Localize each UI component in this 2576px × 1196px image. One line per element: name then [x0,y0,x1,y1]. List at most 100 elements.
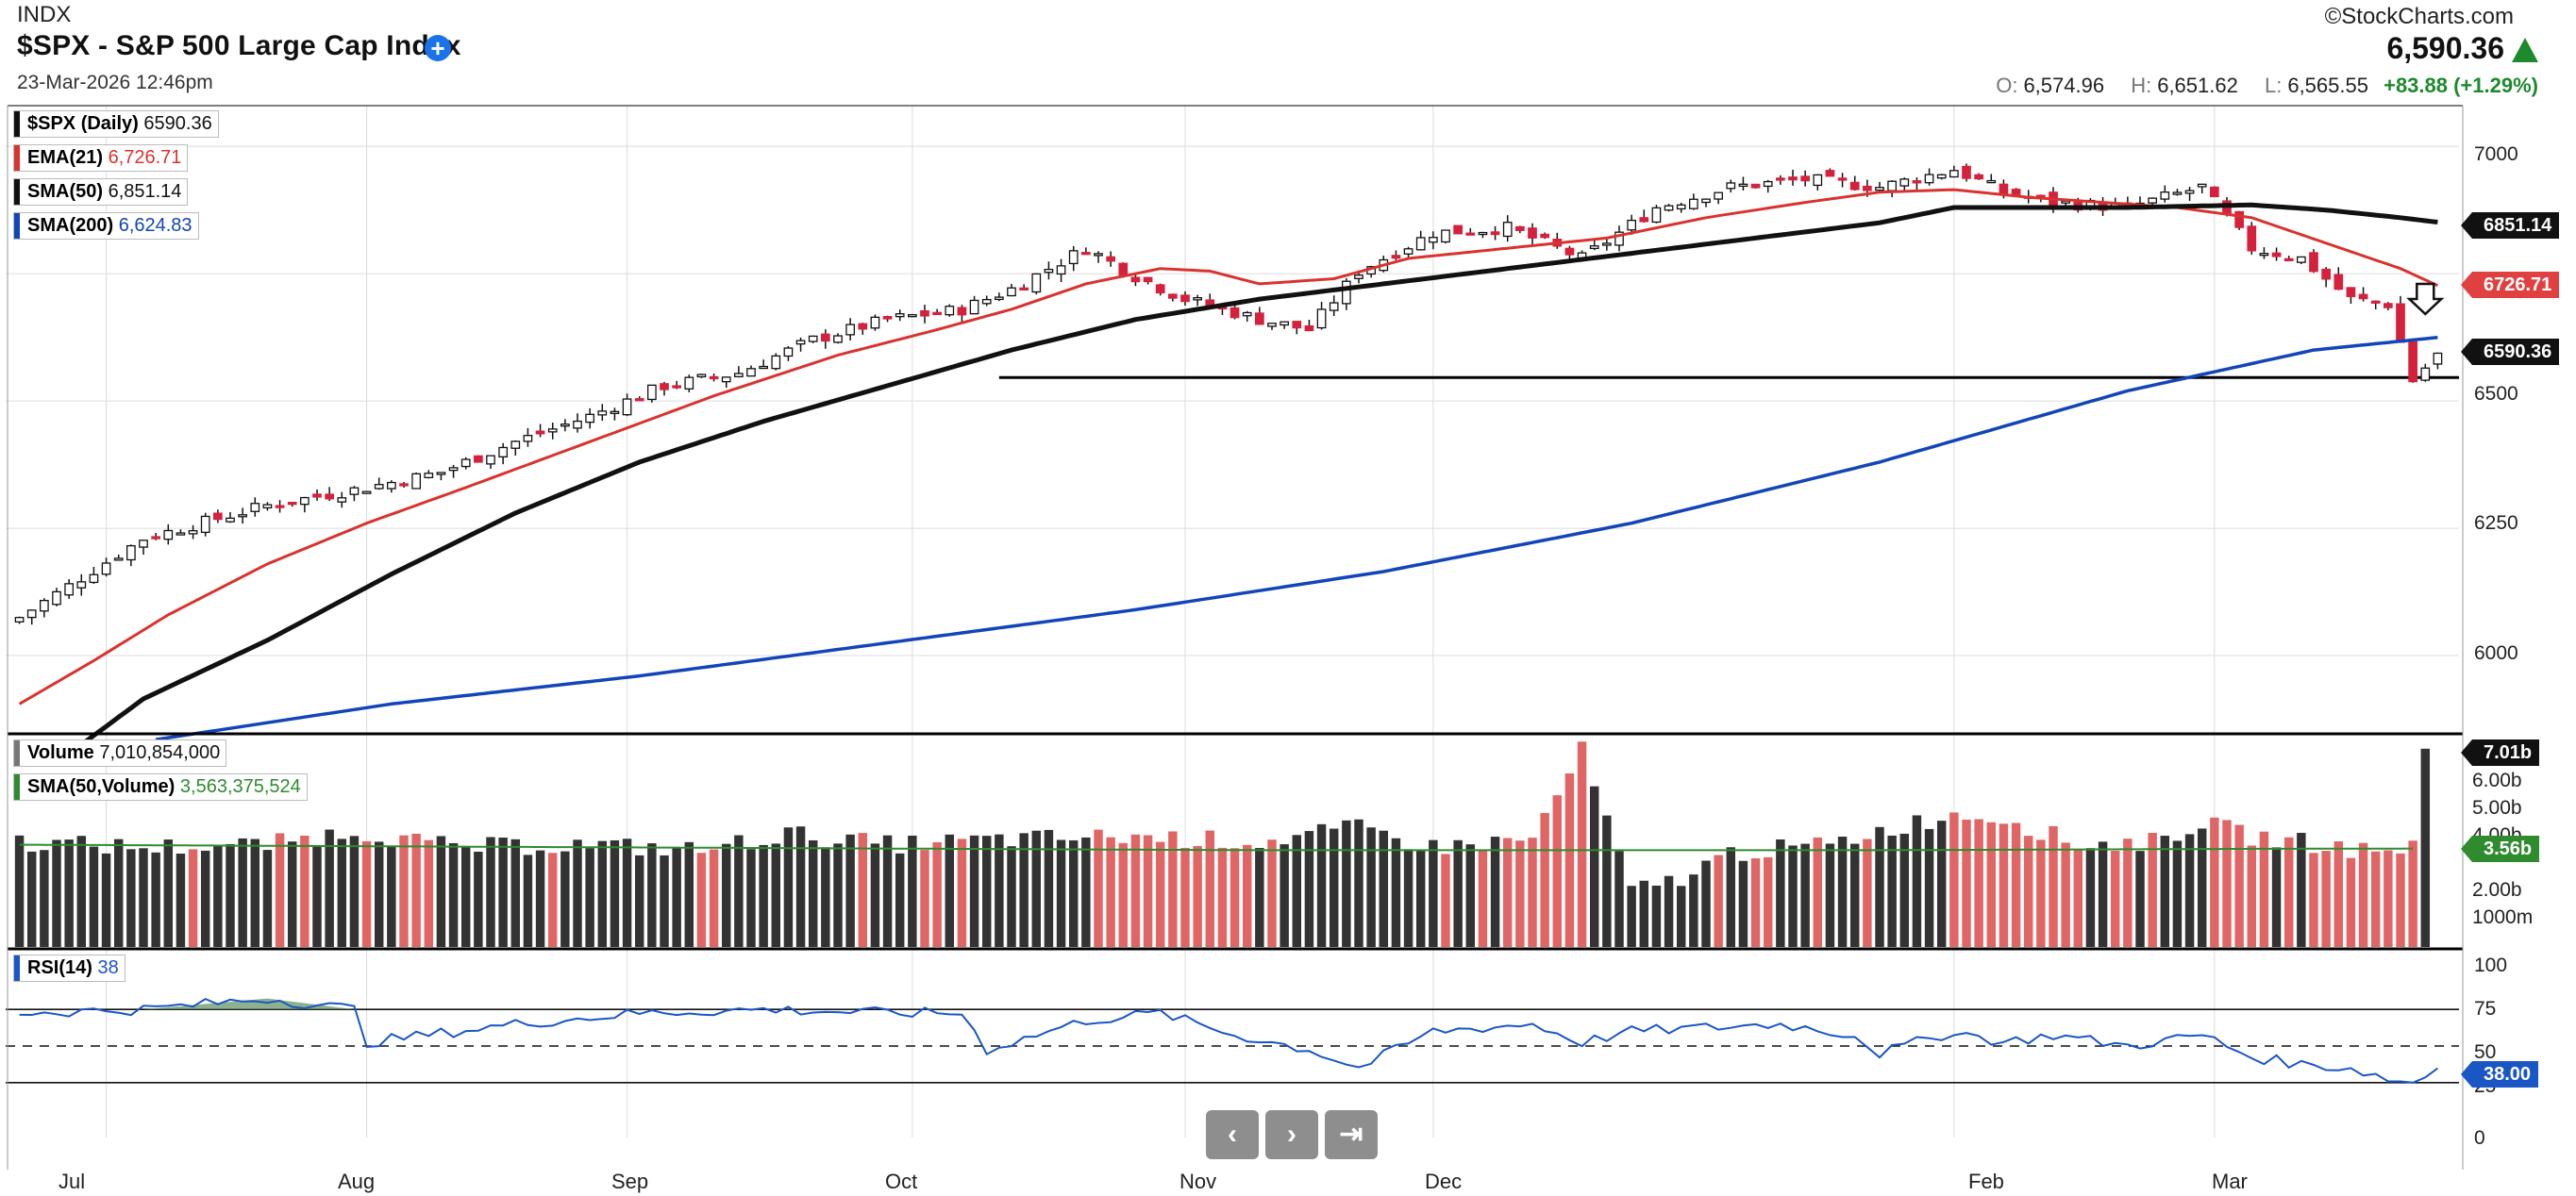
volume-bar [474,851,483,947]
volume-bar [1899,833,1910,947]
rsi-tick-75: 75 [2474,998,2497,1020]
candle [200,515,210,534]
volume-bar [52,839,61,947]
legend-sma200[interactable]: SMA(200) 6,624.83 [13,212,199,240]
volume-bar [349,836,360,947]
volume-bar [808,839,818,947]
open-label: O: [1996,74,2018,97]
volume-bar [486,837,495,947]
volume-bar [2283,837,2294,947]
candle [1676,204,1686,210]
volume-bar [2346,857,2356,947]
brand-label[interactable]: ©StockCharts.com [2324,4,2514,29]
volume-bar [759,844,768,947]
candle [610,410,620,414]
volume-bar [1776,839,1785,947]
candle [262,504,273,509]
x-label-sep: Sep [611,1170,649,1193]
high-label: H: [2131,74,2152,97]
rsi-tick-50: 50 [2474,1041,2497,1063]
exchange-label: INDX [17,2,72,27]
volume-bar [2210,817,2219,947]
candle [709,375,719,380]
candle [2271,252,2282,257]
candle [238,514,247,518]
volume-bar [2148,832,2157,947]
price-tick-7000: 7000 [2474,143,2518,165]
volume-bar [2135,851,2145,947]
add-plus-icon[interactable]: + [425,35,451,61]
volume-sma-line [19,843,2414,852]
candle [1267,323,1277,327]
chevron-left-icon: ‹ [1228,1119,1237,1150]
candle [1924,174,1934,184]
end-button[interactable]: ⇥ [1325,1110,1378,1159]
volume-bar [610,839,620,947]
legend-volume[interactable]: Volume 7,010,854,000 [13,739,227,767]
volume-bar [622,839,632,947]
high-value: 6,651.62 [2157,74,2238,97]
volume-bar [1415,850,1426,947]
candle [895,313,905,318]
candle [349,487,360,495]
volume-bar [858,833,868,947]
legend-vol-sma-value: 3,563,375,524 [179,776,301,797]
volume-bar [573,839,582,947]
candle [1415,237,1426,251]
volume-bar [1429,839,1438,947]
candle [1118,262,1129,276]
volume-bar [1552,795,1563,947]
volume-bar [424,839,434,947]
candle [361,490,372,494]
candle [995,296,1004,301]
legend-rsi[interactable]: RSI(14) 38 [13,955,125,982]
volume-bar [40,850,49,947]
candle [1007,287,1016,297]
volume-bar [1825,843,1835,947]
legend-vol-sma[interactable]: SMA(50,Volume) 3,563,375,524 [13,773,308,801]
candle [1168,293,1178,299]
volume-bar [547,853,558,947]
x-label-nov: Nov [1179,1170,1217,1193]
volume-bar [1280,844,1289,947]
legend-price[interactable]: $SPX (Daily) 6590.36 [13,110,219,138]
legend-ema21[interactable]: EMA(21) 6,726.71 [13,144,189,172]
candle [387,481,396,490]
volume-bar [1602,815,1612,947]
volume-bar [1614,851,1624,947]
candle [882,316,893,320]
volume-bar [262,850,273,947]
badge-sma50: 6851.14 [2460,212,2560,239]
volume-bar [1329,828,1339,947]
volume-bar [634,855,644,947]
volume-bar [2333,840,2344,947]
volume-bar [1912,815,1922,947]
candle [287,502,297,506]
candle [1962,165,1971,179]
volume-tick-5b: 5.00b [2472,797,2522,819]
candle [1354,274,1363,279]
x-label-mar: Mar [2212,1170,2248,1193]
candle [2184,190,2195,194]
volume-bar [1849,843,1860,947]
volume-bar [2184,834,2195,947]
volume-bar [783,827,794,947]
candle [1391,255,1401,259]
candle [1056,265,1066,275]
prev-button[interactable]: ‹ [1206,1110,1259,1159]
grid-lines [6,106,2459,1138]
candle [1329,302,1339,311]
volume-bar [1502,838,1513,947]
volume-bar [920,850,929,947]
volume-bar [1999,823,2009,947]
candle [1949,170,1959,178]
volume-bar [275,833,285,947]
volume-bar [448,842,459,947]
next-button[interactable]: › [1265,1110,1318,1159]
candle [597,410,608,416]
volume-bar [2023,836,2033,947]
candle [1044,268,1054,274]
volume-bar [1726,847,1736,947]
legend-sma50[interactable]: SMA(50) 6,851.14 [13,178,189,206]
